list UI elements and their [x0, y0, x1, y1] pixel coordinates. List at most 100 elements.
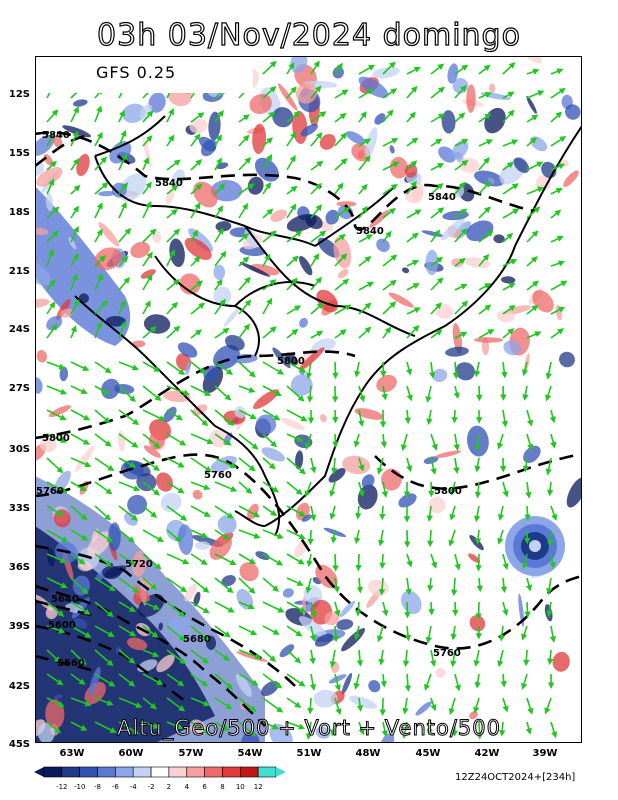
wind-arrow — [94, 273, 103, 291]
wind-arrow — [402, 649, 410, 668]
wind-arrow — [381, 481, 389, 498]
vort-patch — [272, 347, 291, 369]
wind-arrow — [453, 433, 460, 451]
wind-arrow — [118, 457, 137, 468]
wind-arrow — [70, 130, 79, 147]
wind-arrow — [305, 577, 312, 594]
wind-arrow — [118, 227, 132, 243]
wind-arrow — [166, 208, 178, 219]
wind-arrow — [142, 697, 157, 710]
vort-patch — [299, 256, 313, 276]
wind-arrow — [430, 138, 443, 147]
lon-label: 39W — [532, 748, 558, 759]
wind-arrow — [406, 209, 422, 219]
wind-arrow — [358, 385, 366, 403]
wind-arrow — [142, 505, 158, 518]
wind-arrow — [382, 184, 398, 195]
vort-patch — [234, 406, 247, 419]
vort-patch — [36, 167, 63, 187]
wind-arrow — [118, 529, 135, 543]
wind-arrow — [118, 505, 139, 521]
wind-arrow — [166, 697, 186, 712]
wind-arrow — [550, 188, 563, 195]
wind-arrow — [70, 601, 91, 615]
vort-patch — [203, 365, 219, 382]
vort-patch — [452, 323, 463, 354]
field-description: Altu_Geo/500 + Vort + Vento/500 — [117, 716, 501, 741]
wind-arrow — [550, 68, 564, 75]
wind-arrow — [526, 697, 534, 715]
wind-arrow — [262, 721, 280, 730]
wind-arrow — [406, 232, 419, 243]
colorbar-tick: 2 — [167, 783, 171, 791]
wind-arrow — [304, 481, 312, 498]
vort-patch — [192, 489, 203, 500]
vort-patch — [365, 127, 378, 158]
wind-arrow — [46, 301, 56, 315]
vort-patch — [299, 317, 308, 328]
wind-arrow — [430, 207, 445, 219]
wind-arrow — [238, 323, 250, 339]
wind-arrow — [118, 577, 140, 594]
colorbar-tick: -10 — [74, 783, 85, 791]
wind-arrow — [450, 625, 457, 641]
wind-arrow — [166, 361, 186, 376]
contour-label: 5560 — [57, 658, 85, 669]
wind-arrow — [550, 721, 558, 739]
wind-arrow — [526, 186, 545, 195]
wind-arrow — [238, 481, 253, 494]
wind-arrow — [142, 228, 157, 243]
wind-arrow — [474, 529, 482, 545]
vort-patch — [401, 590, 422, 615]
wind-arrow — [310, 330, 324, 339]
wind-arrow — [70, 184, 81, 195]
wind-arrow — [549, 625, 557, 643]
wind-arrow — [521, 625, 528, 641]
vort-patch — [488, 83, 496, 93]
wind-arrow — [474, 457, 481, 473]
wind-arrow — [286, 625, 303, 637]
wind-arrow — [286, 409, 308, 422]
wind-arrow — [382, 109, 394, 123]
wind-arrow — [526, 206, 541, 219]
vort-patch — [253, 389, 279, 410]
vort-patch — [59, 366, 69, 382]
wind-arrow — [478, 329, 495, 339]
contour-label: 5680 — [183, 634, 211, 645]
wind-arrow — [286, 433, 304, 442]
wind-arrow — [478, 230, 494, 243]
wind-arrow — [70, 409, 91, 421]
wind-arrow — [166, 673, 185, 687]
colorbar-swatch — [257, 766, 277, 778]
vort-patch — [280, 417, 306, 431]
vort-patch — [201, 139, 217, 157]
lat-label: 27S — [8, 383, 30, 394]
wind-arrow — [525, 481, 532, 499]
wind-arrow — [430, 63, 445, 75]
wind-arrow — [546, 481, 554, 497]
wind-arrow — [550, 163, 566, 171]
wind-arrow — [214, 409, 235, 426]
wind-arrow — [304, 433, 312, 450]
wind-arrow — [404, 601, 411, 619]
wind-arrow — [380, 673, 387, 688]
wind-arrow — [238, 134, 250, 147]
colorbar-tick: 6 — [202, 783, 207, 791]
vort-patch — [496, 310, 515, 323]
wind-arrow — [166, 279, 180, 291]
vort-patch — [261, 447, 285, 462]
vort-patch — [434, 450, 462, 459]
wind-arrow — [286, 255, 299, 267]
wind-arrow — [214, 553, 237, 566]
wind-arrow — [550, 433, 557, 449]
wind-arrow — [502, 259, 518, 267]
wind-vectors — [46, 56, 568, 740]
vort-patch — [299, 347, 325, 371]
wind-arrow — [118, 320, 127, 339]
vort-patch — [52, 136, 63, 148]
wind-arrow — [427, 577, 434, 592]
wind-arrow — [474, 505, 481, 523]
wind-arrow — [70, 505, 88, 521]
wind-arrow — [118, 553, 136, 566]
vort-patch — [163, 406, 177, 423]
